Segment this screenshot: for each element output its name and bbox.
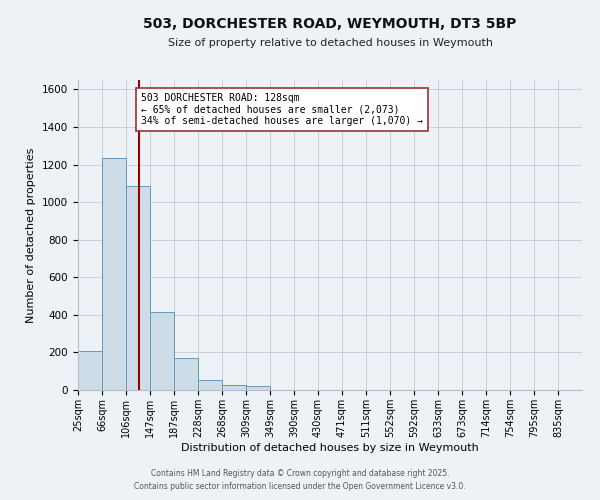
Text: 503, DORCHESTER ROAD, WEYMOUTH, DT3 5BP: 503, DORCHESTER ROAD, WEYMOUTH, DT3 5BP <box>143 18 517 32</box>
Bar <box>198 380 222 390</box>
Bar <box>102 158 126 390</box>
Y-axis label: Number of detached properties: Number of detached properties <box>26 148 37 322</box>
Text: Contains HM Land Registry data © Crown copyright and database right 2025.: Contains HM Land Registry data © Crown c… <box>151 468 449 477</box>
X-axis label: Distribution of detached houses by size in Weymouth: Distribution of detached houses by size … <box>181 442 479 452</box>
Bar <box>150 312 174 390</box>
Bar <box>222 386 246 390</box>
Bar <box>78 352 102 390</box>
Text: Contains public sector information licensed under the Open Government Licence v3: Contains public sector information licen… <box>134 482 466 491</box>
Text: 503 DORCHESTER ROAD: 128sqm
← 65% of detached houses are smaller (2,073)
34% of : 503 DORCHESTER ROAD: 128sqm ← 65% of det… <box>141 93 423 126</box>
Bar <box>246 386 270 390</box>
Text: Size of property relative to detached houses in Weymouth: Size of property relative to detached ho… <box>167 38 493 48</box>
Bar <box>174 358 198 390</box>
Bar <box>126 186 150 390</box>
